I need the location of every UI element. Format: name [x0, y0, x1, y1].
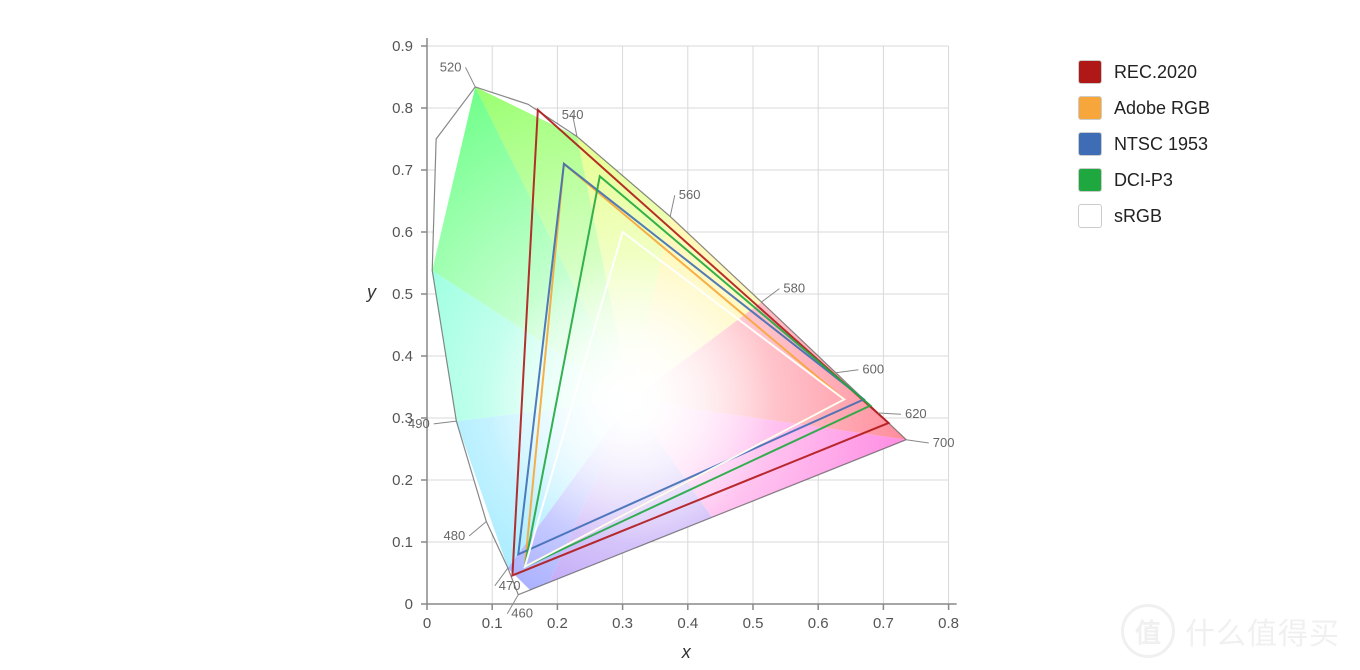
y-tick-label: 0.9	[392, 38, 413, 55]
x-tick-label: 0.8	[938, 615, 959, 632]
watermark-icon: 值	[1121, 604, 1175, 658]
y-axis-label: y	[367, 282, 376, 303]
x-tick-label: 0.2	[547, 615, 568, 632]
legend-item: DCI-P3	[1078, 168, 1210, 192]
locus-label: 540	[562, 107, 584, 122]
y-tick-label: 0	[405, 596, 413, 613]
legend-label: sRGB	[1114, 206, 1162, 227]
x-tick-label: 0.4	[677, 615, 698, 632]
watermark-circle-text: 值	[1135, 613, 1161, 650]
locus-label: 580	[783, 281, 805, 296]
y-tick-label: 0.2	[392, 472, 413, 489]
legend-swatch	[1078, 168, 1102, 192]
legend-label: DCI-P3	[1114, 170, 1173, 191]
legend-item: sRGB	[1078, 204, 1210, 228]
y-tick-label: 0.6	[392, 224, 413, 241]
locus-label: 620	[905, 406, 927, 421]
locus-label: 600	[862, 362, 884, 377]
y-tick-label: 0.1	[392, 534, 413, 551]
x-axis-label: x	[682, 642, 691, 663]
x-tick-label: 0.5	[743, 615, 764, 632]
legend-label: REC.2020	[1114, 62, 1197, 83]
locus-label: 460	[511, 606, 533, 621]
x-tick-label: 0.1	[482, 615, 503, 632]
locus-label: 470	[499, 578, 521, 593]
legend-item: Adobe RGB	[1078, 96, 1210, 120]
x-tick-label: 0	[423, 615, 431, 632]
watermark: 值 什么值得买	[1121, 604, 1340, 658]
legend-item: REC.2020	[1078, 60, 1210, 84]
legend-swatch	[1078, 60, 1102, 84]
x-tick-label: 0.7	[873, 615, 894, 632]
y-tick-label: 0.4	[392, 348, 413, 365]
locus-label: 700	[933, 435, 955, 450]
y-tick-label: 0.7	[392, 162, 413, 179]
watermark-text: 什么值得买	[1185, 609, 1340, 653]
legend-label: NTSC 1953	[1114, 134, 1208, 155]
locus-label: 480	[444, 528, 466, 543]
x-tick-label: 0.3	[612, 615, 633, 632]
x-tick-label: 0.6	[808, 615, 829, 632]
legend-swatch	[1078, 96, 1102, 120]
locus-label: 490	[408, 416, 430, 431]
locus-label: 560	[679, 187, 701, 202]
y-tick-label: 0.8	[392, 100, 413, 117]
y-tick-label: 0.5	[392, 286, 413, 303]
legend-swatch	[1078, 204, 1102, 228]
legend-label: Adobe RGB	[1114, 98, 1210, 119]
legend-item: NTSC 1953	[1078, 132, 1210, 156]
legend-swatch	[1078, 132, 1102, 156]
locus-label: 520	[440, 59, 462, 74]
legend: REC.2020 Adobe RGB NTSC 1953 DCI-P3 sRGB	[1078, 60, 1210, 240]
